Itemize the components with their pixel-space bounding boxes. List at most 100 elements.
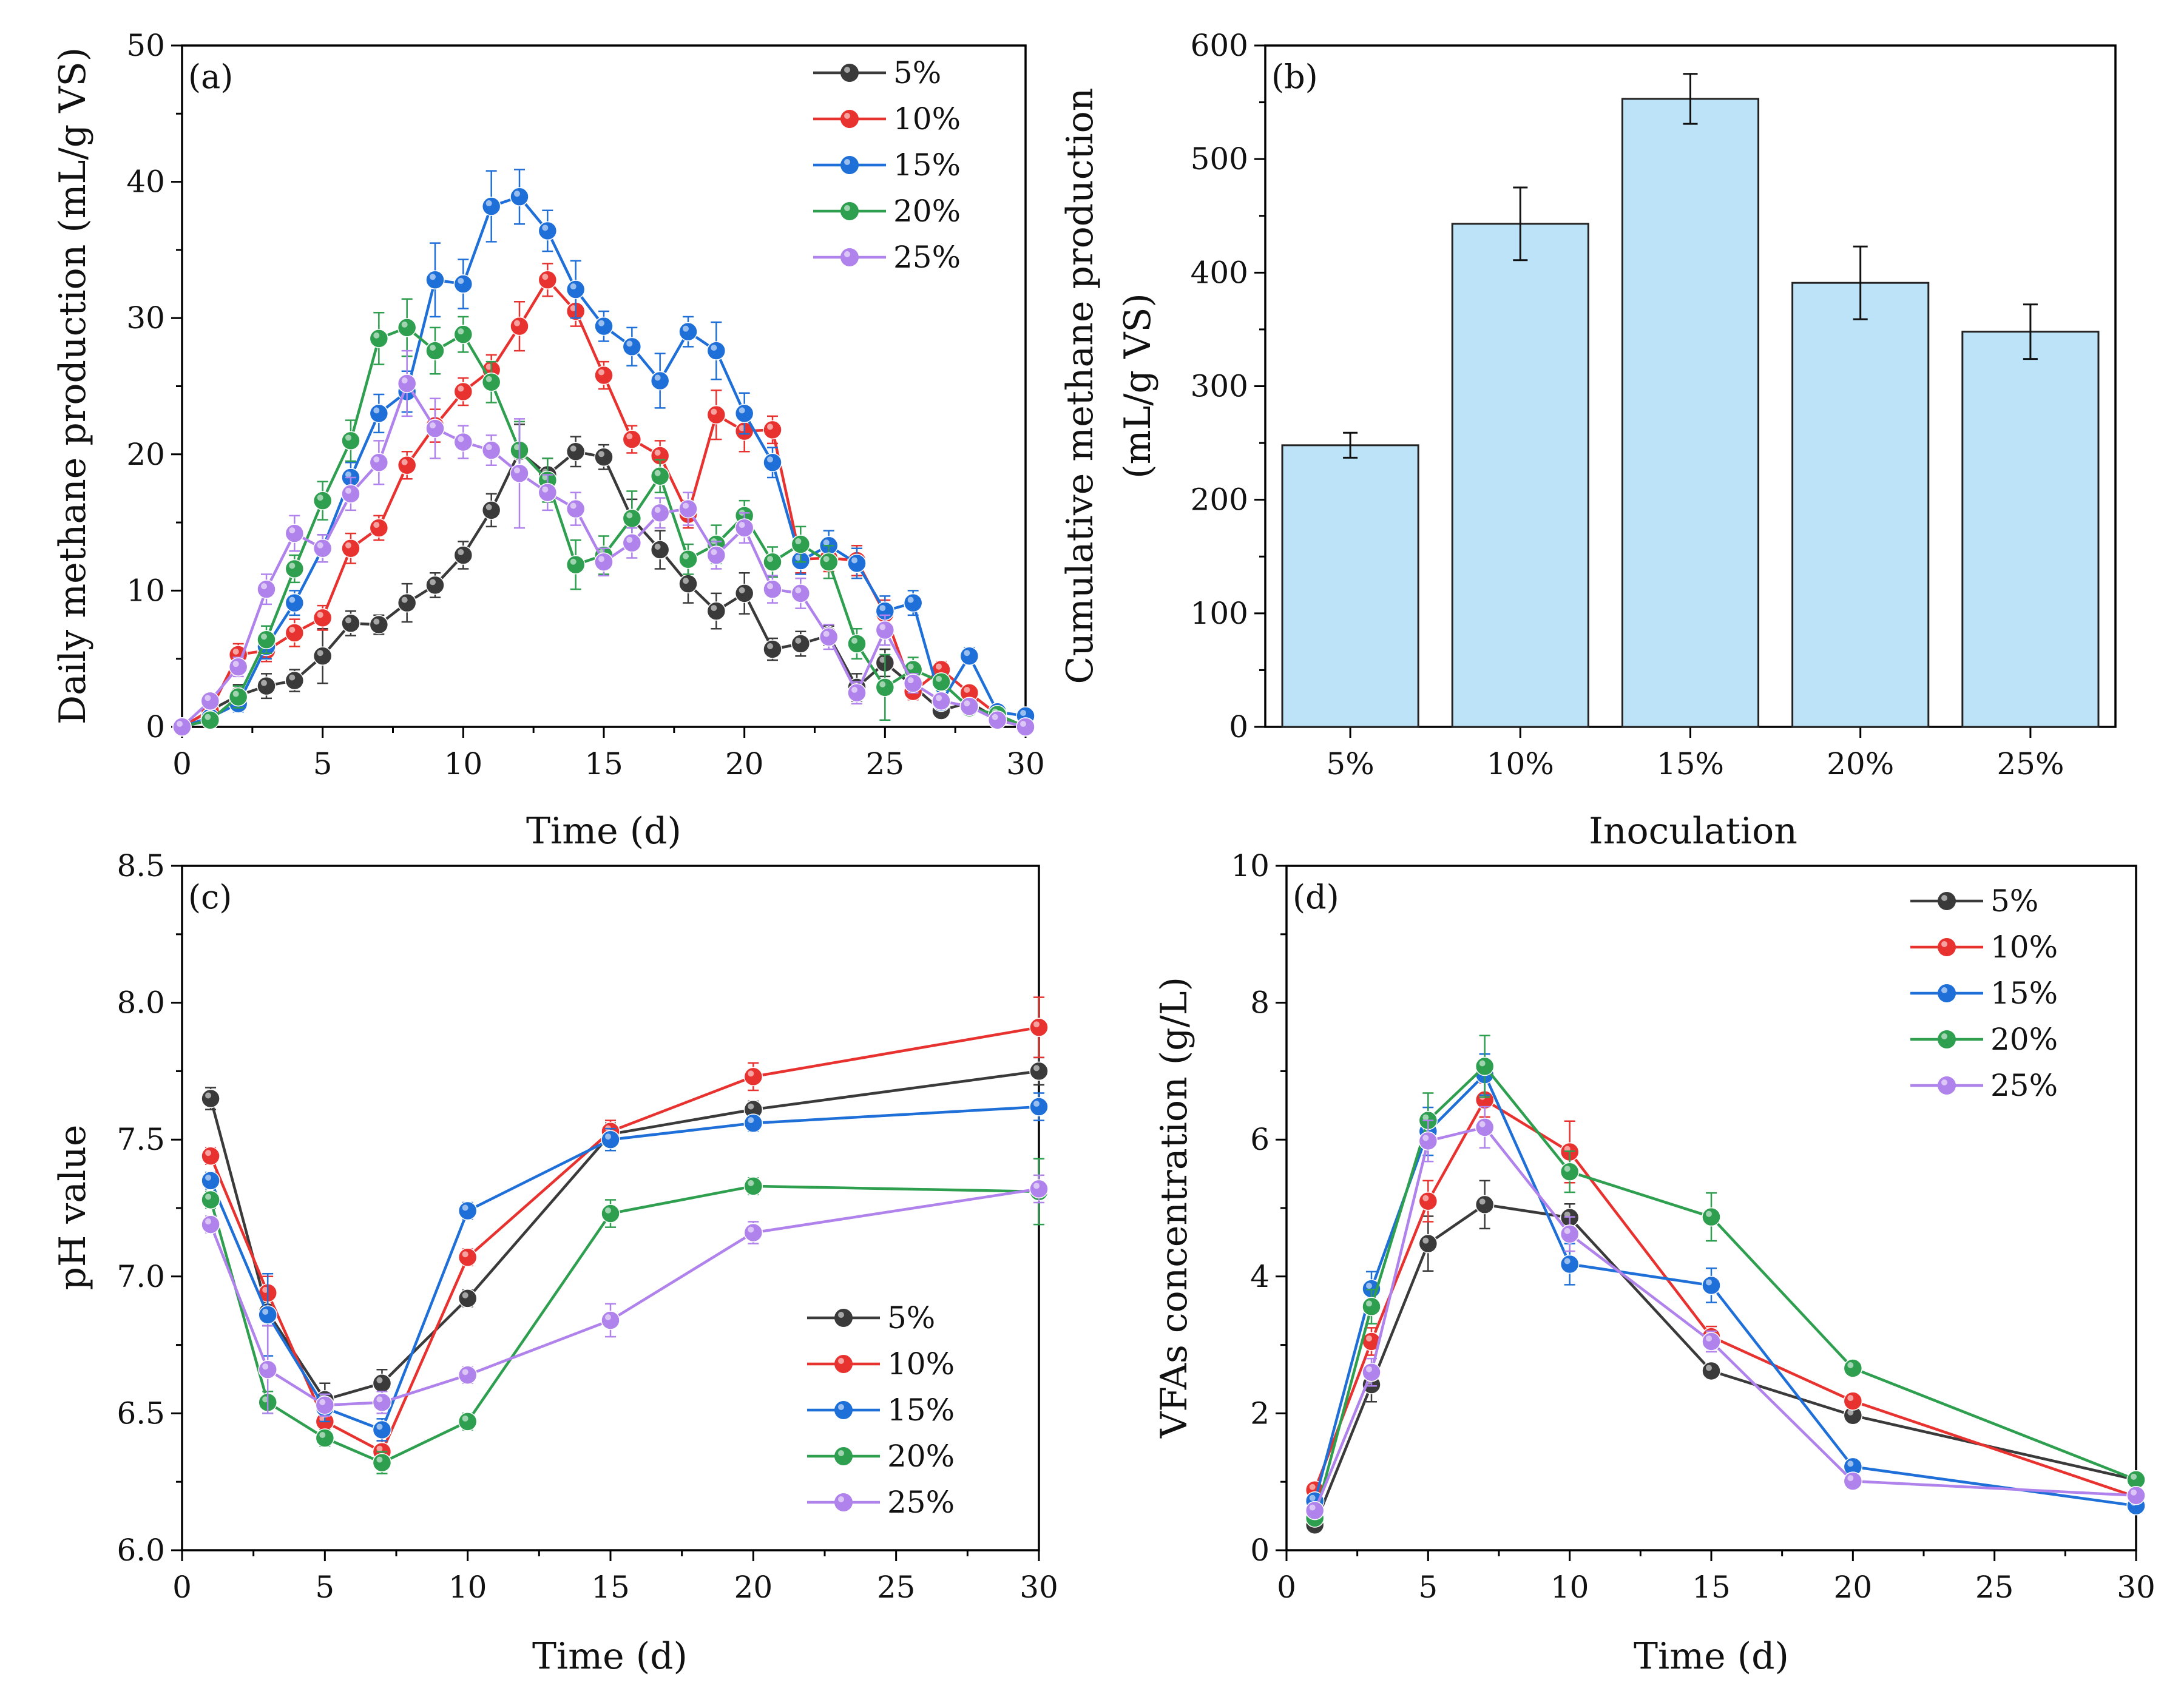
data-point — [315, 1428, 335, 1448]
marker-highlight — [262, 1308, 269, 1315]
marker-highlight — [205, 714, 211, 720]
data-point — [458, 1365, 478, 1385]
marker-highlight — [795, 554, 802, 561]
y-tick-label: 300 — [1191, 369, 1248, 404]
marker-highlight — [1366, 1335, 1372, 1342]
data-point — [313, 608, 333, 628]
marker-highlight — [838, 1358, 844, 1364]
data-point — [678, 574, 698, 593]
marker-highlight — [570, 558, 577, 565]
marker-highlight — [879, 624, 886, 630]
marker-highlight — [1479, 1060, 1486, 1067]
marker-highlight — [838, 1496, 844, 1502]
x-tick-label: 20 — [1834, 1570, 1873, 1605]
x-tick-label: 5 — [313, 746, 333, 781]
data-point — [285, 559, 305, 579]
data-point — [453, 432, 473, 452]
data-point — [1418, 1131, 1438, 1151]
x-tick-label: 5 — [315, 1570, 334, 1605]
y-axis-title: pH value — [52, 1125, 94, 1291]
y-tick-label: 0 — [1250, 1533, 1270, 1568]
marker-highlight — [2131, 1473, 2137, 1480]
marker-highlight — [683, 325, 689, 332]
bar-15pct — [1621, 98, 1760, 728]
marker-highlight — [1847, 1362, 1854, 1368]
data-point — [510, 187, 529, 207]
marker-highlight — [767, 556, 773, 562]
marker-highlight — [598, 451, 604, 457]
data-point — [1702, 1332, 1721, 1351]
data-point — [566, 499, 586, 519]
marker-highlight — [1366, 1283, 1372, 1289]
data-point — [369, 518, 389, 538]
marker-highlight — [844, 67, 850, 73]
data-point — [313, 539, 333, 558]
data-point — [425, 341, 445, 360]
x-tick-label: 20 — [725, 746, 764, 781]
marker-highlight — [262, 1286, 269, 1293]
marker-highlight — [598, 556, 604, 562]
y-tick-label: 0 — [146, 709, 165, 744]
marker-highlight — [605, 1314, 611, 1320]
marker-highlight — [373, 618, 380, 625]
marker-highlight — [1020, 721, 1026, 727]
legend-label: 5% — [893, 55, 941, 90]
marker-highlight — [605, 1133, 611, 1140]
marker-highlight — [262, 1396, 269, 1403]
marker-highlight — [485, 504, 492, 510]
data-point — [763, 640, 782, 659]
marker-highlight — [1706, 1210, 1712, 1217]
data-point — [228, 687, 248, 707]
data-point — [1475, 1118, 1495, 1137]
legend-marker — [834, 1401, 853, 1419]
marker-highlight — [401, 596, 408, 603]
marker-highlight — [401, 321, 408, 328]
y-tick-label: 400 — [1191, 255, 1248, 290]
x-tick-label: 5 — [1418, 1570, 1438, 1605]
x-tick-label: 15% — [1657, 746, 1724, 781]
data-point — [341, 613, 360, 633]
marker-highlight — [767, 424, 773, 430]
data-point — [594, 447, 614, 467]
data-point — [1560, 1162, 1580, 1181]
data-point — [172, 717, 192, 737]
marker-highlight — [626, 512, 633, 519]
data-point — [1029, 1018, 1049, 1037]
marker-highlight — [879, 681, 886, 687]
marker-highlight — [748, 1103, 754, 1110]
data-point — [458, 1247, 478, 1267]
series-line — [1313, 1065, 2137, 1519]
legend-marker — [840, 64, 859, 82]
marker-highlight — [430, 274, 436, 280]
legend-marker — [840, 248, 859, 266]
x-tick-label: 15 — [584, 746, 623, 781]
y-axis-title-line2: (mL/g VS) — [1117, 293, 1159, 479]
data-point — [285, 670, 305, 690]
series-25pct — [172, 349, 1035, 737]
marker-highlight — [1564, 1166, 1571, 1172]
x-tick-label: 30 — [1006, 746, 1045, 781]
data-point — [847, 683, 867, 703]
marker-highlight — [289, 596, 296, 603]
marker-highlight — [748, 1180, 754, 1186]
data-point — [538, 221, 558, 241]
y-axis-title: Daily methane production (mL/g VS) — [52, 47, 94, 724]
data-point — [1702, 1361, 1721, 1381]
legend-marker — [834, 1309, 853, 1327]
legend-marker — [834, 1493, 853, 1511]
data-point — [201, 1146, 220, 1166]
marker-highlight — [401, 377, 408, 384]
marker-highlight — [605, 1207, 611, 1214]
x-tick-label: 10% — [1487, 746, 1554, 781]
data-point — [678, 549, 698, 569]
legend-label: 5% — [887, 1300, 935, 1335]
data-point — [453, 325, 473, 344]
series-15pct — [201, 1092, 1049, 1442]
marker-highlight — [1847, 1460, 1854, 1467]
bar-25pct — [1961, 331, 2100, 728]
marker-highlight — [485, 444, 492, 451]
y-axis-title: VFAs concentration (g/L) — [1153, 977, 1195, 1439]
marker-highlight — [907, 677, 914, 684]
data-point — [369, 615, 389, 635]
marker-highlight — [317, 495, 323, 501]
